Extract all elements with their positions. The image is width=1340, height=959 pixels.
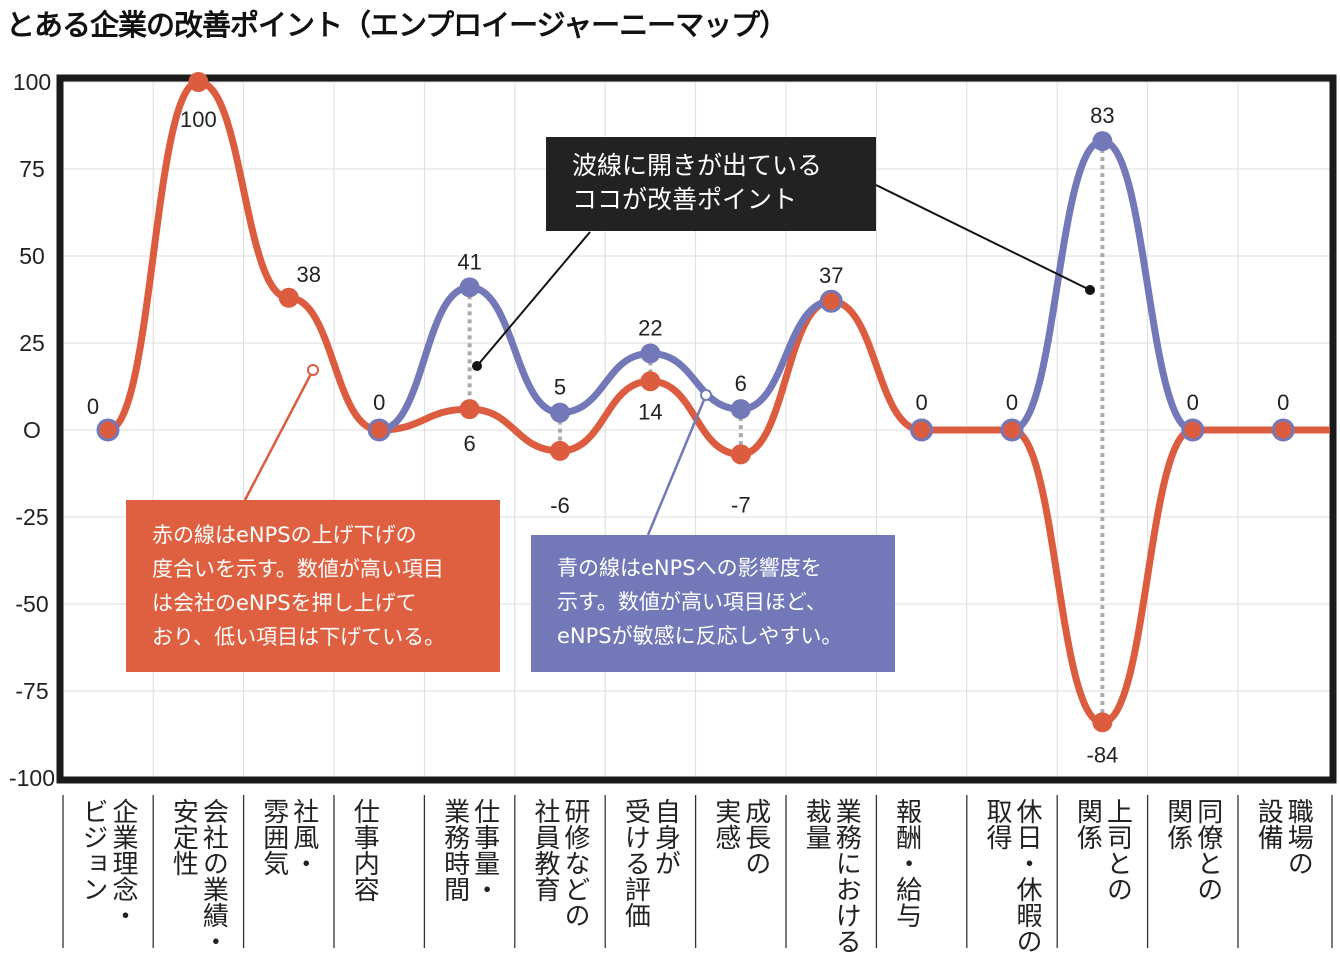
blue-value-label: 83	[1090, 103, 1114, 128]
red-point	[640, 371, 661, 392]
blue-point	[550, 402, 570, 423]
red-point	[1271, 418, 1295, 442]
leader-line-blue	[646, 394, 708, 536]
category-label: 同僚との 関係	[1162, 798, 1223, 902]
category-label: 自身が 受ける評価	[620, 798, 681, 928]
red-value-label: 6	[463, 431, 475, 456]
blue-value-label: 41	[457, 249, 481, 274]
leader-dot-blue	[700, 389, 712, 401]
red-point	[188, 72, 209, 92]
category-label: 企業理念・ ビジョン	[78, 798, 138, 928]
red-value-label: 0	[87, 394, 99, 419]
category-label: 休日・休暇の 取得	[982, 798, 1042, 954]
blue-point	[1092, 131, 1113, 152]
y-tick-label: -50	[15, 591, 48, 617]
category-label: 会社の業績・ 安定性	[168, 798, 229, 954]
blue-point	[640, 343, 661, 364]
y-tick-label: -75	[15, 678, 48, 704]
y-tick-label: 25	[19, 330, 45, 356]
blue-point	[459, 277, 480, 298]
chart-title: とある企業の改善ポイント（エンプロイージャーニーマップ）	[6, 8, 788, 42]
red-point	[550, 440, 570, 461]
blue-value-label: 6	[735, 371, 747, 396]
red-value-label: 0	[915, 390, 927, 415]
red-value-label: 0	[373, 390, 385, 415]
leader-line	[476, 231, 591, 367]
y-tick-label: O	[23, 417, 41, 443]
red-value-label: 38	[297, 262, 321, 287]
leader-line-red	[243, 369, 315, 501]
blue-value-label: 5	[554, 375, 566, 400]
y-tick-label: 100	[13, 69, 51, 95]
leader-dot-red	[307, 364, 319, 376]
blue-value-label: 37	[819, 263, 843, 288]
red-point	[367, 418, 391, 442]
red-value-label: -84	[1087, 742, 1119, 767]
red-value-label: 100	[180, 107, 217, 132]
category-label: 社風・ 雰囲気	[258, 798, 319, 876]
red-value-label: 0	[1187, 390, 1199, 415]
category-label: 上司との 関係	[1072, 798, 1133, 902]
red-point	[1092, 712, 1113, 733]
blue-value-label: 22	[638, 315, 662, 340]
leader-dot	[472, 361, 482, 371]
category-label: 報酬・給与	[891, 798, 922, 928]
red-point	[1000, 418, 1024, 442]
red-value-label: -7	[731, 492, 751, 517]
category-label: 研修などの 社員教育	[530, 798, 590, 928]
red-point	[819, 289, 843, 313]
red-point	[730, 444, 751, 465]
y-tick-label: 75	[19, 156, 45, 182]
red-point	[278, 287, 299, 308]
red-point	[1181, 418, 1205, 442]
red-value-label: -6	[550, 493, 570, 518]
leader-dot	[1085, 285, 1095, 295]
category-label: 仕事量・ 業務時間	[439, 798, 500, 902]
category-label: 業務における 裁量	[801, 798, 862, 954]
annotation-red-line: 赤の線はeNPSの上げ下げの 度合いを示す。数値が高い項目 は会社のeNPSを押…	[126, 500, 500, 672]
red-point	[910, 418, 934, 442]
annotation-blue-line: 青の線はeNPSへの影響度を 示す。数値が高い項目ほど、 eNPSが敏感に反応し…	[531, 535, 895, 672]
red-value-label: 14	[638, 399, 662, 424]
y-tick-label: -25	[15, 504, 48, 530]
y-tick-label: -100	[9, 765, 55, 791]
annotation-improvement-point: 波線に開きが出ている ココが改善ポイント	[546, 137, 876, 231]
category-label: 成長の 実感	[710, 798, 771, 876]
red-value-label: 0	[1006, 390, 1018, 415]
category-label: 職場の 設備	[1253, 798, 1314, 876]
red-value-label: 0	[1277, 390, 1289, 415]
y-tick-label: 50	[19, 243, 45, 269]
leader-line	[875, 184, 1091, 291]
blue-point	[730, 399, 751, 420]
red-point	[459, 399, 480, 420]
plot-frame	[56, 74, 1337, 784]
category-label: 仕事内容	[349, 798, 380, 902]
red-point	[96, 418, 120, 442]
